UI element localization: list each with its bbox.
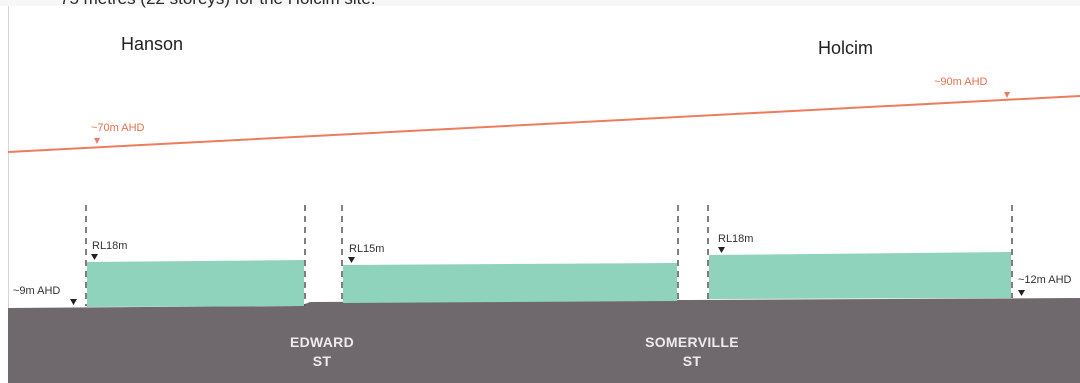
height-limit-label-left: ~70m AHD [91, 122, 145, 134]
top-strip [0, 0, 1080, 6]
height-marker-right [1004, 92, 1010, 98]
caption-text: 75 metres (22 storeys) for the Holcim si… [60, 0, 376, 9]
rl-label-holcim: RL18m [718, 233, 754, 245]
height-limit-label-right: ~90m AHD [934, 76, 988, 88]
site-boundaries [85, 205, 1013, 306]
rl-marker [718, 247, 725, 253]
street-name-line2: ST [312, 353, 332, 369]
height-limit-line [7, 95, 1080, 153]
site-label-hanson: Hanson [121, 34, 184, 54]
street-label-somerville: SOMERVILLE ST [632, 333, 752, 371]
left-margin-rule [8, 6, 9, 316]
ground-base [8, 298, 1080, 383]
rl-marker [348, 257, 355, 263]
building-envelope-hanson [87, 260, 304, 307]
site-label-holcim: Holcim [818, 38, 874, 58]
building-envelope-middle [343, 263, 677, 303]
building-envelope-holcim [709, 252, 1011, 299]
street-name-line2: ST [682, 353, 702, 369]
street-name-line1: EDWARD [289, 334, 355, 350]
rl-marker [91, 254, 98, 260]
ground-marker-right [1018, 290, 1025, 296]
street-label-edward: EDWARD ST [282, 333, 362, 371]
street-name-line1: SOMERVILLE [645, 334, 739, 350]
rl-label-middle: RL15m [349, 243, 385, 255]
rl-label-hanson: RL18m [92, 240, 128, 252]
ground-marker-left [70, 299, 77, 305]
ground-level-label-left: ~9m AHD [13, 285, 61, 297]
height-marker-left [94, 138, 100, 144]
ground-level-label-right: ~12m AHD [1018, 274, 1072, 286]
